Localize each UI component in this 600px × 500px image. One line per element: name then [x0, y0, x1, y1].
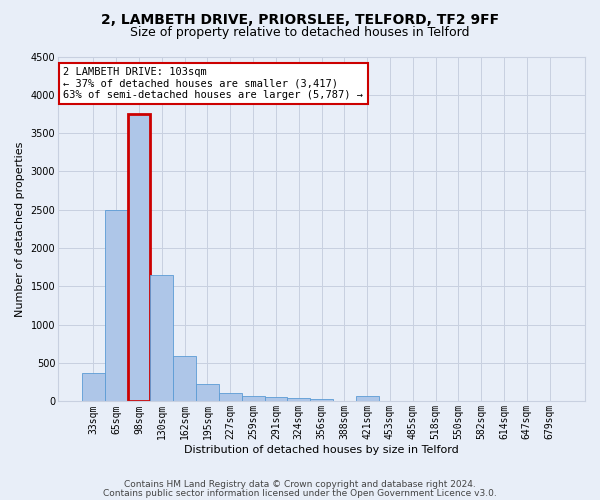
Bar	[265, 397, 287, 402]
Text: 2 LAMBETH DRIVE: 103sqm
← 37% of detached houses are smaller (3,417)
63% of semi: 2 LAMBETH DRIVE: 103sqm ← 37% of detache…	[64, 67, 364, 100]
Bar	[310, 398, 333, 402]
Text: Contains public sector information licensed under the Open Government Licence v3: Contains public sector information licen…	[103, 490, 497, 498]
Text: Size of property relative to detached houses in Telford: Size of property relative to detached ho…	[130, 26, 470, 39]
Bar	[196, 384, 219, 402]
Y-axis label: Number of detached properties: Number of detached properties	[15, 142, 25, 316]
Bar	[219, 393, 242, 402]
Bar	[151, 275, 173, 402]
Bar	[128, 114, 151, 402]
Text: Contains HM Land Registry data © Crown copyright and database right 2024.: Contains HM Land Registry data © Crown c…	[124, 480, 476, 489]
Text: 2, LAMBETH DRIVE, PRIORSLEE, TELFORD, TF2 9FF: 2, LAMBETH DRIVE, PRIORSLEE, TELFORD, TF…	[101, 12, 499, 26]
Bar	[242, 396, 265, 402]
Bar	[105, 210, 128, 402]
Bar	[173, 356, 196, 402]
Bar	[356, 396, 379, 402]
X-axis label: Distribution of detached houses by size in Telford: Distribution of detached houses by size …	[184, 445, 459, 455]
Bar	[82, 372, 105, 402]
Bar	[287, 398, 310, 402]
